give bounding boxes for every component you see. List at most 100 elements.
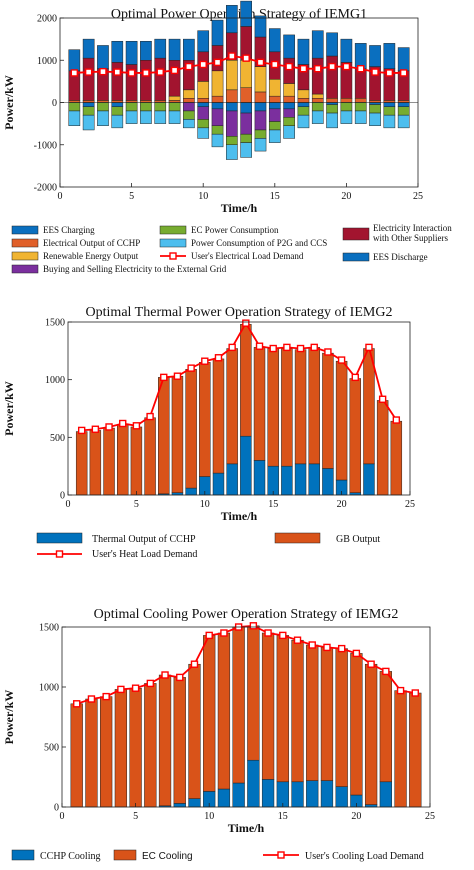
demand-point-10 bbox=[199, 60, 207, 69]
x-tick-label: 0 bbox=[66, 499, 71, 510]
bar-ees-charging-15 bbox=[268, 102, 281, 110]
bar-ec-cooling-14 bbox=[261, 632, 275, 780]
demand-point-9 bbox=[185, 62, 193, 71]
bar-electrical-output-of-cchp-21 bbox=[354, 98, 367, 103]
demand-point-23 bbox=[385, 69, 394, 77]
bar-ec-cooling-23 bbox=[394, 690, 407, 808]
demand-point-17 bbox=[296, 344, 305, 353]
bar-gb-output-6 bbox=[144, 417, 156, 496]
x-tick-label: 25 bbox=[405, 499, 415, 510]
chart-title: Optimal Power Operation Strategy of IEMG… bbox=[111, 7, 367, 22]
bar-ees-discharge-8 bbox=[168, 38, 181, 61]
bar-thermal-output-of-cchp-22 bbox=[363, 463, 375, 496]
bar-electrical-output-of-cchp-9 bbox=[183, 98, 195, 103]
bar-renewable-energy-output-17 bbox=[297, 89, 310, 99]
bar-ec-power-consumption-20 bbox=[340, 102, 353, 112]
x-tick-label: 10 bbox=[200, 499, 210, 510]
bar-ec-cooling-7 bbox=[158, 674, 172, 807]
bar-power-consumption-of-p2g-and-ccs-22 bbox=[369, 112, 381, 126]
bar-gb-output-17 bbox=[294, 349, 307, 465]
demand-point-3 bbox=[105, 423, 113, 431]
bar-ec-cooling-8 bbox=[173, 677, 186, 804]
demand-point-10 bbox=[201, 357, 209, 365]
bar-electrical-output-of-cchp-7 bbox=[154, 100, 167, 103]
demand-point-19 bbox=[324, 348, 332, 356]
legend-swatch bbox=[11, 264, 39, 274]
legend-label: Electricity Interaction bbox=[373, 223, 452, 233]
legend-swatch bbox=[11, 238, 39, 248]
bar-cchp-cooling-13 bbox=[247, 759, 260, 808]
y-axis-label: Power/kW bbox=[2, 381, 16, 436]
bar-ec-cooling-15 bbox=[276, 635, 289, 783]
bar-ec-cooling-24 bbox=[409, 692, 422, 808]
bar-electrical-output-of-cchp-23 bbox=[383, 100, 396, 103]
demand-point-18 bbox=[323, 643, 331, 652]
bar-ec-cooling-2 bbox=[85, 698, 98, 808]
bar-buying-and-selling-electricity-to-the-external-grid-10 bbox=[197, 106, 210, 120]
demand-point-4 bbox=[113, 68, 121, 76]
bar-thermal-output-of-cchp-13 bbox=[240, 435, 252, 496]
demand-point-22 bbox=[382, 667, 390, 676]
demand-point-19 bbox=[337, 644, 346, 653]
y-tick-label: -1000 bbox=[34, 140, 57, 151]
x-axis-label: Time/h bbox=[228, 821, 265, 835]
bar-ees-discharge-17 bbox=[297, 38, 310, 65]
bar-buying-and-selling-electricity-to-the-external-grid-11 bbox=[211, 108, 224, 126]
bar-gb-output-8 bbox=[171, 375, 184, 493]
demand-point-4 bbox=[117, 685, 125, 694]
x-tick-label: 15 bbox=[268, 499, 278, 510]
bar-gb-output-24 bbox=[390, 420, 403, 496]
bar-power-consumption-of-p2g-and-ccs-9 bbox=[183, 119, 195, 129]
demand-point-5 bbox=[127, 69, 136, 77]
demand-point-3 bbox=[99, 67, 107, 76]
bar-buying-and-selling-electricity-to-the-external-grid-15 bbox=[268, 108, 281, 122]
bar-ec-cooling-18 bbox=[320, 647, 334, 781]
demand-point-2 bbox=[87, 695, 96, 703]
bar-ec-cooling-16 bbox=[291, 639, 304, 783]
legend-label: Electrical Output of CCHP bbox=[43, 238, 140, 248]
x-tick-label: 15 bbox=[278, 811, 288, 822]
demand-point-2 bbox=[91, 425, 100, 433]
demand-point-15 bbox=[279, 631, 287, 640]
bar-electrical-output-of-cchp-6 bbox=[140, 100, 152, 103]
bar-power-consumption-of-p2g-and-ccs-5 bbox=[125, 110, 138, 124]
bar-ees-discharge-1 bbox=[68, 49, 81, 72]
bar-ees-charging-14 bbox=[254, 102, 267, 112]
bar-ees-charging-11 bbox=[211, 102, 224, 110]
demand-point-8 bbox=[173, 372, 182, 380]
x-axis-label: Time/h bbox=[221, 201, 258, 215]
bar-electrical-output-of-cchp-8 bbox=[168, 100, 181, 103]
bar-power-consumption-of-p2g-and-ccs-14 bbox=[254, 138, 267, 152]
demand-point-5 bbox=[132, 422, 141, 430]
bar-ec-cooling-20 bbox=[350, 653, 363, 796]
plot-frame bbox=[61, 626, 431, 808]
bar-ec-cooling-12 bbox=[232, 626, 245, 784]
bar-cchp-cooling-11 bbox=[217, 788, 231, 808]
x-axis-label: Time/h bbox=[221, 509, 258, 523]
bar-ec-cooling-11 bbox=[217, 632, 231, 790]
bar-electrical-output-of-cchp-17 bbox=[297, 98, 310, 103]
bar-electrical-output-of-cchp-22 bbox=[369, 100, 381, 103]
demand-point-1 bbox=[73, 700, 81, 708]
bar-electricity-interaction-with-other-suppliers-6 bbox=[140, 60, 152, 101]
bar-electrical-output-of-cchp-19 bbox=[326, 98, 338, 103]
bar-power-consumption-of-p2g-and-ccs-8 bbox=[168, 110, 181, 124]
chart-title: Optimal Thermal Power Operation Strategy… bbox=[86, 305, 393, 320]
bar-ec-power-consumption-17 bbox=[297, 106, 310, 116]
bar-gb-output-13 bbox=[240, 324, 252, 437]
x-tick-label: 10 bbox=[204, 811, 214, 822]
bar-power-consumption-of-p2g-and-ccs-1 bbox=[68, 110, 81, 126]
demand-point-14 bbox=[255, 342, 264, 350]
x-tick-label: 5 bbox=[129, 191, 134, 202]
demand-point-16 bbox=[293, 636, 302, 644]
demand-point-1 bbox=[70, 69, 79, 77]
bar-ees-discharge-10 bbox=[197, 30, 210, 53]
bar-gb-output-14 bbox=[253, 347, 266, 461]
bar-electrical-output-of-cchp-2 bbox=[82, 100, 95, 103]
bar-gb-output-18 bbox=[308, 347, 320, 465]
legend-label: User's Electrical Load Demand bbox=[191, 251, 304, 261]
bar-ec-cooling-4 bbox=[114, 689, 128, 808]
demand-point-20 bbox=[352, 649, 361, 658]
bar-thermal-output-of-cchp-19 bbox=[322, 468, 334, 496]
demand-point-17 bbox=[308, 641, 316, 649]
